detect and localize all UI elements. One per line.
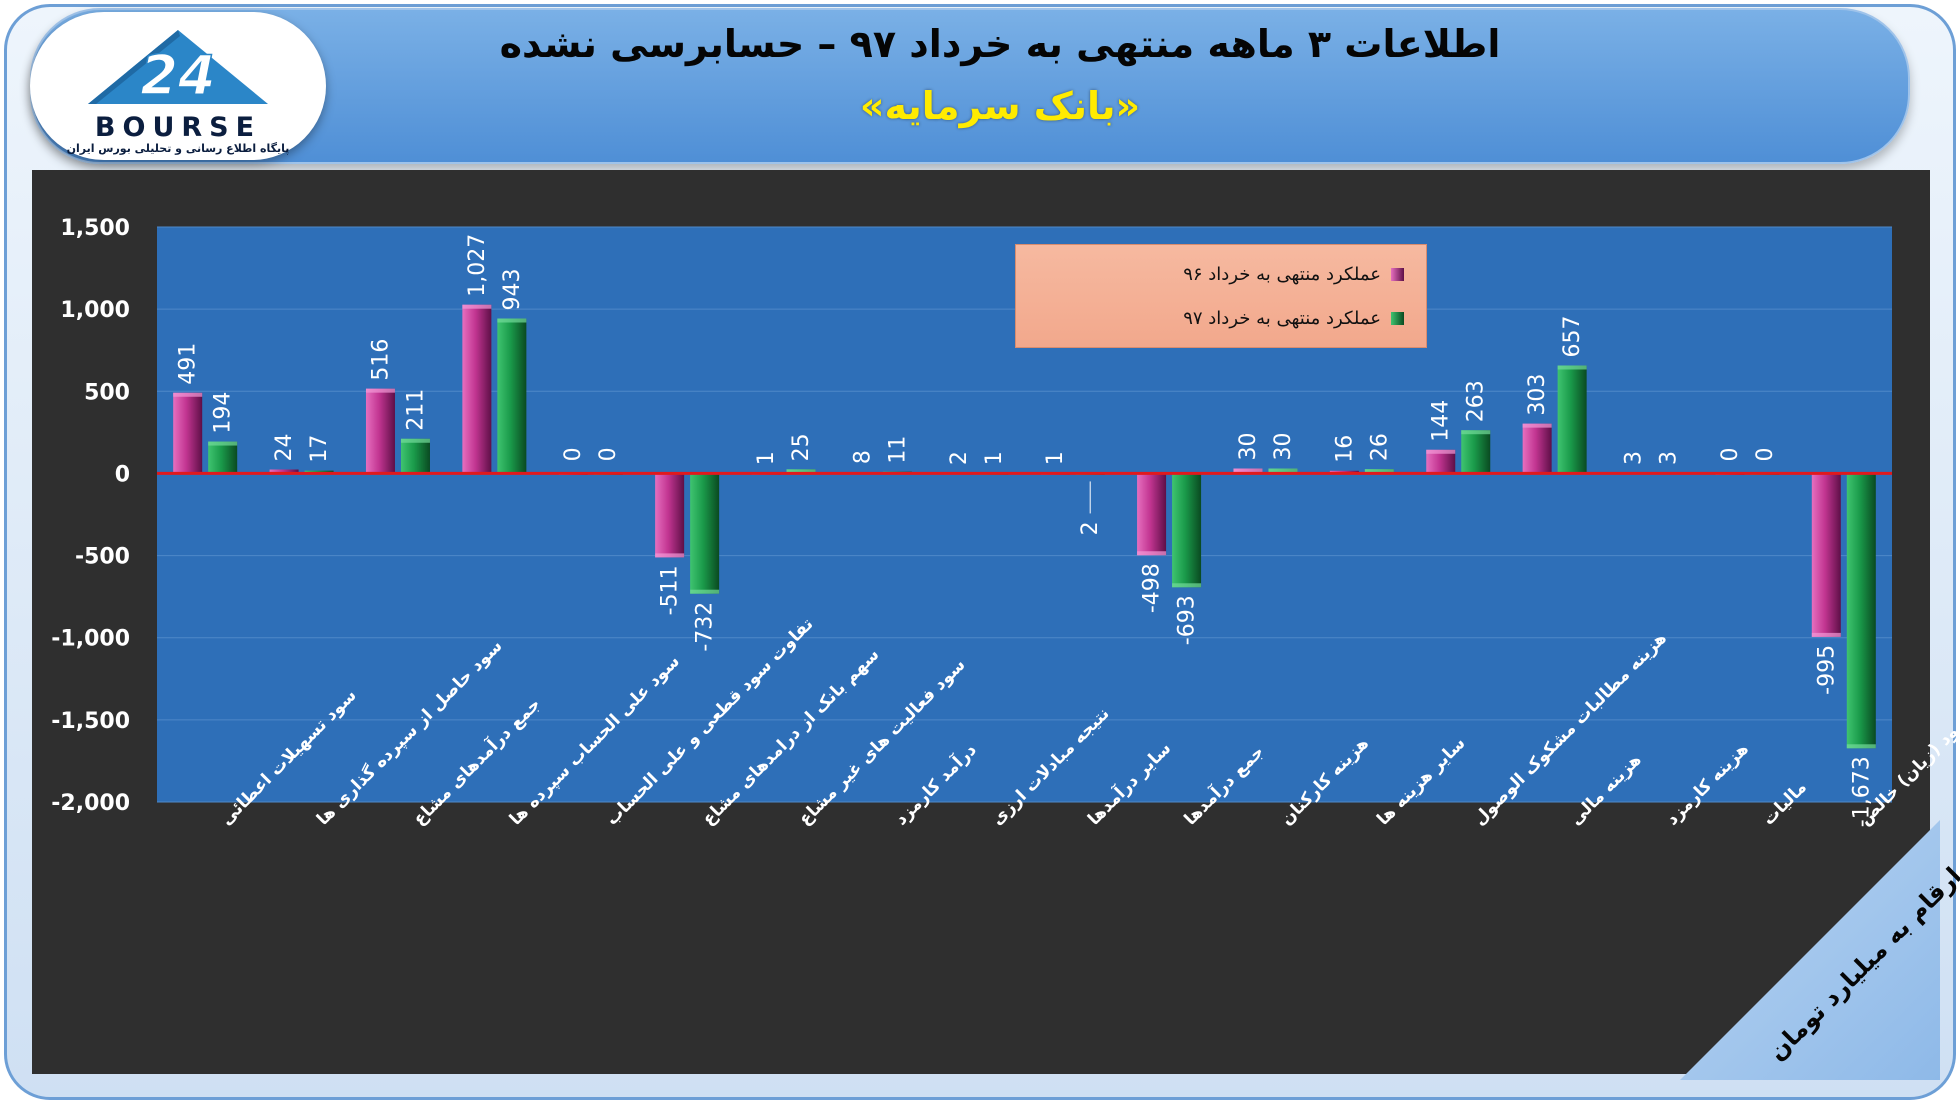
data-label-96: 0: [561, 447, 586, 461]
data-label-96: 24: [272, 433, 297, 461]
bar-cap: [462, 304, 492, 309]
data-label-96: 491: [176, 343, 201, 385]
bar-97: [497, 318, 527, 474]
bar-cap: [1557, 365, 1587, 370]
data-label-97: 17: [307, 435, 332, 463]
bar-97: [1172, 473, 1202, 588]
legend-label-96: عملکرد منتهی به خرداد ۹۶: [1183, 263, 1381, 285]
data-label-97: 194: [211, 392, 236, 434]
bar-cap: [1268, 468, 1298, 473]
bar-96: [1426, 449, 1456, 474]
legend-swatch-96: [1391, 267, 1404, 281]
data-label-97: -693: [1175, 595, 1200, 645]
data-label-97: 1: [982, 451, 1007, 465]
y-tick-label: 500: [84, 380, 130, 405]
bar-cap: [400, 438, 430, 443]
bar-cap: [1461, 430, 1491, 435]
y-tick-label: -500: [75, 545, 130, 570]
y-tick-label: -1,000: [51, 627, 130, 652]
data-label-97: 25: [789, 433, 814, 461]
y-tick-label: -1,500: [51, 709, 130, 734]
data-label-96: -498: [1140, 563, 1165, 613]
logo-mountain-icon: 24: [88, 30, 268, 108]
data-label-96: 0: [1718, 447, 1743, 461]
legend-swatch-97: [1391, 311, 1404, 325]
data-label-96: 303: [1525, 374, 1550, 416]
data-label-97: 26: [1367, 433, 1392, 461]
legend-item-96[interactable]: عملکرد منتهی به خرداد ۹۶: [1183, 259, 1404, 289]
bar-97: [400, 438, 430, 474]
y-tick-label: 0: [115, 462, 130, 487]
data-label-96: -995: [1814, 645, 1839, 695]
bar-96: [365, 388, 395, 474]
bar-97: [208, 441, 238, 474]
bar-cap: [1364, 469, 1394, 474]
bar-cap: [1137, 551, 1167, 556]
data-label-96: 2: [947, 451, 972, 465]
bar-96: [1522, 423, 1552, 474]
logo-tagline: پایگاه اطلاع رسانی و تحلیلی بورس ایران: [66, 142, 290, 155]
data-label-97: 3: [1657, 451, 1682, 465]
bar-cap: [1426, 449, 1456, 454]
bar-cap: [208, 441, 238, 446]
bar-cap: [1522, 423, 1552, 428]
logo-brand-text: BOURSE: [94, 112, 262, 143]
bar-cap: [173, 392, 203, 397]
y-tick-label: 1,000: [60, 298, 130, 323]
bar-cap: [1172, 583, 1202, 588]
logo-numeral: 24: [140, 44, 215, 107]
data-label-96: 30: [1236, 433, 1261, 461]
bar-cap: [365, 388, 395, 393]
bar-96: [1137, 473, 1167, 556]
bar-cap: [1233, 468, 1263, 473]
header-banner: [30, 8, 1910, 164]
legend-label-97: عملکرد منتهی به خرداد ۹۷: [1183, 307, 1381, 329]
data-label-96: 1: [754, 451, 779, 465]
bar-97: [1557, 365, 1587, 474]
bar-cap: [786, 469, 816, 474]
data-label-96: 516: [368, 339, 393, 381]
chart-subtitle: «بانک سرمایه»: [859, 84, 1141, 128]
bar-97: [1846, 473, 1876, 749]
data-label-97: -1,673: [1849, 756, 1874, 827]
data-label-96: 1: [1043, 451, 1068, 465]
data-label-96: 3: [1622, 451, 1647, 465]
bar-96: [173, 392, 203, 474]
data-label-97: -732: [693, 602, 718, 652]
data-label-96: 8: [850, 450, 875, 464]
data-label-96: 144: [1429, 400, 1454, 442]
data-label-97: 2: [1078, 521, 1103, 535]
chart-title: اطلاعات ۳ ماهه منتهی به خرداد ۹۷ – حسابر…: [499, 22, 1501, 66]
data-label-96: 1,027: [465, 234, 490, 297]
bar-cap: [497, 318, 527, 323]
bar-97: [1461, 430, 1491, 474]
data-label-97: 30: [1271, 433, 1296, 461]
bar-cap: [1811, 632, 1841, 637]
data-label-96: -511: [658, 565, 683, 615]
bar-96: [462, 304, 492, 474]
data-label-97: 0: [1753, 447, 1778, 461]
y-tick-label: 1,500: [60, 216, 130, 241]
data-label-96: 16: [1332, 435, 1357, 463]
data-label-97: 211: [403, 389, 428, 431]
site-logo[interactable]: 24 BOURSE پایگاه اطلاع رسانی و تحلیلی بو…: [30, 12, 326, 160]
data-label-97: 0: [596, 447, 621, 461]
bar-cap: [1846, 744, 1876, 749]
bar-96: [269, 469, 299, 474]
chart-legend: عملکرد منتهی به خرداد ۹۶ عملکرد منتهی به…: [1015, 244, 1427, 348]
data-label-97: 263: [1464, 380, 1489, 422]
legend-item-97[interactable]: عملکرد منتهی به خرداد ۹۷: [1183, 303, 1404, 333]
data-label-97: 11: [885, 436, 910, 464]
y-tick-label: -2,000: [51, 791, 130, 816]
bar-cap: [690, 589, 720, 594]
bar-97: [690, 473, 720, 594]
bar-cap: [655, 553, 685, 558]
bar-96: [1811, 473, 1841, 637]
data-label-97: 943: [500, 269, 525, 311]
data-label-97: 657: [1560, 315, 1585, 357]
bar-96: [655, 473, 685, 558]
